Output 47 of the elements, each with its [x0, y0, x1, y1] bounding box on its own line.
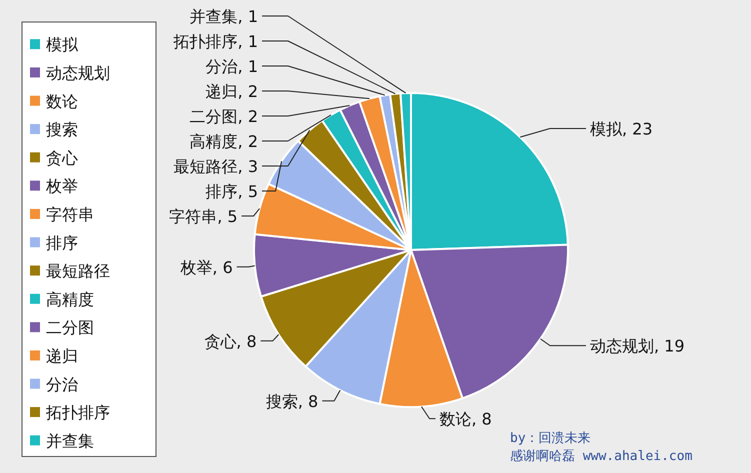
slice-label: 二分图 — [190, 107, 238, 126]
slice-label: 高精度 — [190, 132, 238, 151]
legend-label: 数论 — [46, 92, 78, 111]
slice-label: 递归 — [206, 82, 238, 101]
legend-label: 动态规划 — [46, 63, 110, 82]
legend-label: 分治 — [46, 374, 78, 394]
data-label: , 2 — [238, 107, 258, 126]
slice-label: 模拟 — [590, 120, 623, 139]
slice-label: 分治 — [206, 57, 238, 76]
legend-label: 最短路径 — [46, 262, 110, 281]
legend-label: 拓扑排序 — [45, 403, 110, 422]
data-label: , 2 — [238, 132, 258, 151]
legend-label: 递归 — [46, 346, 78, 366]
slice-label: 数论 — [439, 410, 472, 429]
legend-label: 排序 — [46, 233, 78, 252]
data-label: , 19 — [654, 336, 685, 356]
data-label: , 1 — [238, 32, 258, 51]
legend-label: 枚举 — [45, 176, 78, 196]
slice-label: 贪心 — [204, 332, 236, 351]
text: by：回溃未来 — [510, 431, 591, 446]
slice-label: 并查集 — [190, 7, 238, 26]
slice-label: 动态规划 — [590, 336, 654, 356]
legend-label: 贪心 — [46, 148, 78, 168]
data-label: , 1 — [238, 7, 258, 26]
data-label: , 5 — [217, 207, 238, 226]
data-label: , 23 — [622, 120, 653, 139]
slice-label: 字符串 — [169, 207, 218, 226]
slice-label: 枚举 — [179, 258, 212, 277]
data-label: , 3 — [238, 157, 258, 176]
data-label: , 5 — [238, 182, 258, 201]
legend-label: 模拟 — [46, 35, 79, 54]
slice-label: 最短路径 — [174, 157, 238, 176]
data-label: , 8 — [298, 392, 318, 411]
data-label: , 8 — [236, 332, 257, 351]
data-label: , 1 — [238, 57, 258, 76]
legend-label: 搜索 — [46, 120, 78, 140]
legend-label: 字符串 — [46, 204, 94, 224]
slice-label: 搜索 — [266, 392, 298, 411]
slice-label: 排序 — [206, 182, 238, 201]
legend-label: 二分图 — [46, 318, 94, 338]
data-label: , 6 — [212, 258, 233, 277]
text: 感谢啊哈磊 www.ahalei.com — [510, 449, 693, 464]
data-label: , 8 — [471, 410, 492, 429]
legend-label: 高精度 — [46, 290, 94, 309]
slice-label: 拓扑排序 — [172, 32, 238, 51]
data-label: , 2 — [238, 82, 258, 101]
legend-label: 并查集 — [46, 431, 94, 450]
